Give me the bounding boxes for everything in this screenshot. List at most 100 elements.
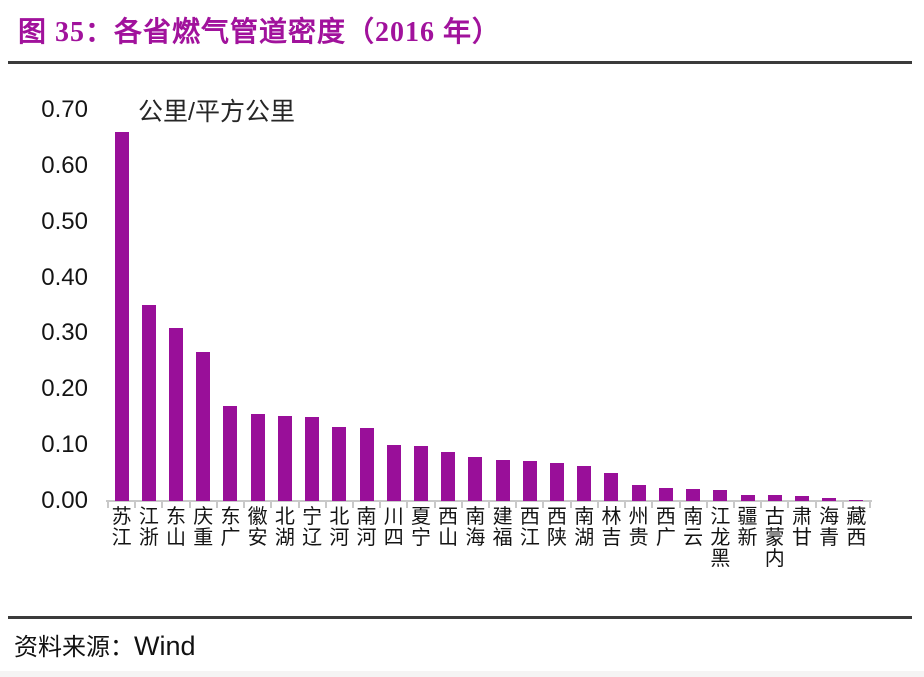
x-axis-label-char: 肃 <box>791 506 812 528</box>
y-tick-label: 0.20 <box>41 375 88 403</box>
x-axis-label-char: 建 <box>492 506 513 528</box>
bar <box>359 428 374 501</box>
x-axis-label: 云南 <box>681 507 705 603</box>
x-tick-mark <box>460 502 463 508</box>
bar <box>577 466 592 501</box>
x-axis-label-char: 河 <box>356 527 377 549</box>
x-tick-mark <box>841 502 844 508</box>
x-tick-mark <box>814 502 817 508</box>
x-axis-label-char: 南 <box>683 506 704 528</box>
x-axis-label-char: 江 <box>111 527 132 549</box>
bar <box>794 496 809 501</box>
x-axis-label: 新疆 <box>736 507 760 603</box>
x-axis-label-char: 西 <box>547 506 568 528</box>
bar <box>495 460 510 501</box>
x-axis-label: 湖南 <box>572 507 596 603</box>
x-axis-label: 江西 <box>518 507 542 603</box>
x-axis-label: 黑龙江 <box>708 507 732 603</box>
x-tick-mark <box>869 502 871 508</box>
x-axis-label-char: 吉 <box>601 527 622 549</box>
bar <box>686 489 701 501</box>
x-axis-label-char: 浙 <box>138 527 159 549</box>
bar <box>522 461 537 501</box>
x-tick-mark <box>243 502 246 508</box>
bar <box>767 495 782 501</box>
x-axis-label: 吉林 <box>599 507 623 603</box>
x-tick-mark <box>651 502 654 508</box>
x-axis-label-char: 宁 <box>410 527 431 549</box>
x-axis-label: 甘肃 <box>790 507 814 603</box>
x-axis-label-char: 庆 <box>193 506 214 528</box>
x-tick-mark <box>515 502 518 508</box>
y-tick-label: 0.30 <box>41 319 88 347</box>
x-tick-mark <box>678 502 681 508</box>
x-axis-label-char: 西 <box>519 506 540 528</box>
x-axis-label-char: 宁 <box>302 506 323 528</box>
x-axis-label: 湖北 <box>273 507 297 603</box>
y-tick-label: 0.50 <box>41 207 88 235</box>
x-axis-label-char: 北 <box>329 506 350 528</box>
y-tick-label: 0.40 <box>41 263 88 291</box>
x-tick-mark <box>596 502 599 508</box>
bar <box>713 490 728 501</box>
bar <box>141 305 156 501</box>
footer-divider-line <box>8 616 912 619</box>
y-tick-label: 0.70 <box>41 96 88 123</box>
bar <box>332 427 347 501</box>
bar <box>740 495 755 501</box>
x-axis-label-char: 重 <box>193 527 214 549</box>
x-axis-label: 广东 <box>218 507 242 603</box>
x-axis-label-char: 湖 <box>274 527 295 549</box>
y-axis-unit-label: 公里/平方公里 <box>138 98 295 126</box>
x-axis-label-char: 疆 <box>737 506 758 528</box>
x-axis-label-char: 蒙 <box>764 527 785 549</box>
bar <box>658 488 673 501</box>
x-axis-label-char: 河 <box>329 527 350 549</box>
x-axis-label-char: 新 <box>737 527 758 549</box>
x-axis-label: 贵州 <box>627 507 651 603</box>
x-axis-label-char: 山 <box>166 527 187 549</box>
x-axis-label-char: 徽 <box>247 506 268 528</box>
bar <box>441 452 456 501</box>
x-axis-label: 安徽 <box>246 507 270 603</box>
bar <box>631 485 646 501</box>
x-axis-label-char: 南 <box>465 506 486 528</box>
x-tick-mark <box>542 502 545 508</box>
x-axis-label: 山东 <box>164 507 188 603</box>
bar <box>223 406 238 501</box>
x-axis-label: 江苏 <box>110 507 134 603</box>
x-axis-label-char: 安 <box>247 527 268 549</box>
x-axis-label-char: 内 <box>764 548 785 570</box>
x-axis-label-char: 江 <box>710 506 731 528</box>
x-tick-mark <box>787 502 790 508</box>
x-axis-label-char: 黑 <box>710 548 731 570</box>
figure-title: 图 35：各省燃气管道密度（2016 年） <box>18 17 502 48</box>
x-axis-label-char: 四 <box>383 527 404 549</box>
x-axis-label-char: 藏 <box>846 506 867 528</box>
y-tick-label: 0.00 <box>41 487 88 514</box>
x-axis-label: 西藏 <box>844 507 868 603</box>
x-axis-label: 陕西 <box>545 507 569 603</box>
x-tick-mark <box>161 502 164 508</box>
x-axis-label: 河北 <box>327 507 351 603</box>
x-tick-mark <box>324 502 327 508</box>
bar <box>604 473 619 501</box>
x-axis-label-char: 林 <box>601 506 622 528</box>
x-tick-mark <box>188 502 191 508</box>
x-axis-label: 四川 <box>382 507 406 603</box>
source-note: 资料来源：Wind <box>14 627 196 662</box>
x-axis-label-char: 夏 <box>410 506 431 528</box>
x-axis-label-char: 江 <box>519 527 540 549</box>
x-axis-label-char: 西 <box>438 506 459 528</box>
x-axis-label: 辽宁 <box>300 507 324 603</box>
x-axis-label: 浙江 <box>137 507 161 603</box>
x-tick-mark <box>569 502 572 508</box>
x-axis-label-char: 川 <box>383 506 404 528</box>
x-tick-mark <box>297 502 300 508</box>
x-axis-label-char: 西 <box>846 527 867 549</box>
x-tick-mark <box>406 502 409 508</box>
x-axis-label-char: 贵 <box>628 527 649 549</box>
x-axis-label: 山西 <box>436 507 460 603</box>
bar <box>849 500 864 501</box>
x-axis-label: 广西 <box>654 507 678 603</box>
